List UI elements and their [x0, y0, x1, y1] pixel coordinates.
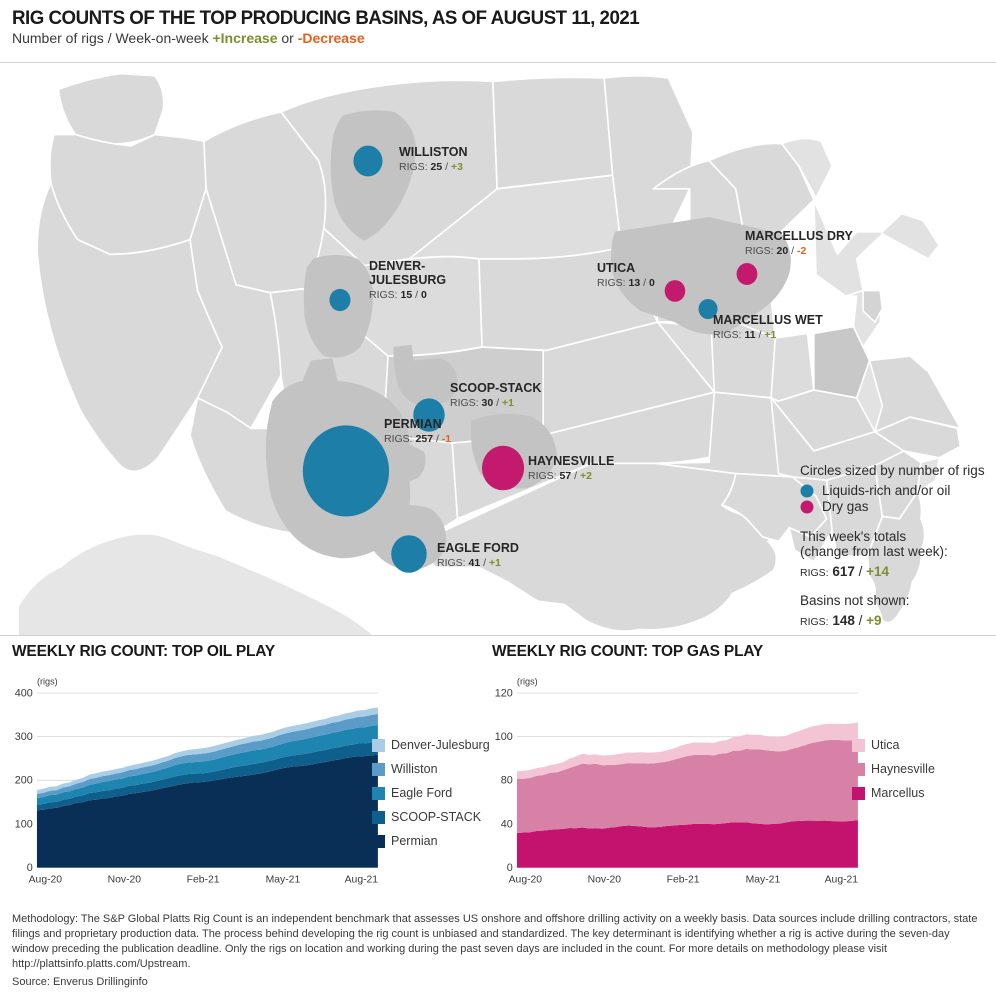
svg-text:400: 400	[15, 687, 33, 699]
svg-text:100: 100	[495, 731, 513, 743]
svg-text:May-21: May-21	[266, 875, 301, 886]
svg-text:Feb-21: Feb-21	[187, 875, 220, 886]
svg-text:0: 0	[507, 862, 513, 874]
svg-text:(rigs): (rigs)	[37, 677, 58, 687]
svg-text:Feb-21: Feb-21	[667, 875, 700, 886]
svg-text:120: 120	[495, 687, 513, 699]
svg-text:Aug-20: Aug-20	[509, 875, 543, 886]
svg-text:200: 200	[15, 775, 33, 787]
svg-text:Aug-21: Aug-21	[345, 875, 379, 886]
svg-text:Aug-20: Aug-20	[29, 875, 63, 886]
svg-text:80: 80	[501, 775, 513, 787]
svg-text:Nov-20: Nov-20	[588, 875, 622, 886]
svg-text:Nov-20: Nov-20	[108, 875, 142, 886]
svg-text:0: 0	[27, 862, 33, 874]
svg-text:300: 300	[15, 731, 33, 743]
svg-text:(rigs): (rigs)	[517, 677, 538, 687]
svg-text:Aug-21: Aug-21	[825, 875, 859, 886]
svg-text:May-21: May-21	[746, 875, 781, 886]
svg-text:40: 40	[501, 818, 513, 830]
svg-text:100: 100	[15, 818, 33, 830]
